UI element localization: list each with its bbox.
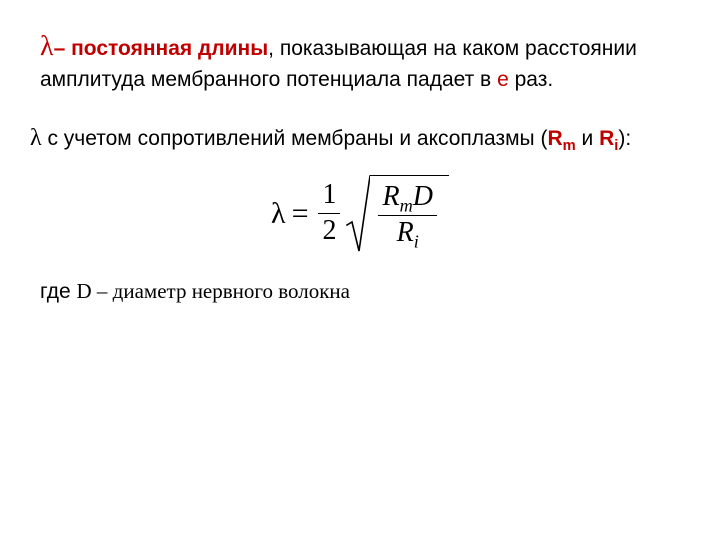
- lambda-symbol-small: λ: [30, 125, 42, 151]
- Rm-symbol: Rm: [547, 127, 575, 150]
- paragraph-where-D: где D – диаметр нервного волокна: [40, 277, 680, 306]
- Ri-symbol: Ri: [599, 127, 618, 150]
- text-resistances: с учетом сопротивлений мембраны и аксопл…: [42, 127, 548, 150]
- close-paren: ):: [618, 127, 631, 150]
- radicand: RmD Ri: [370, 175, 448, 253]
- square-root: RmD Ri: [346, 175, 448, 253]
- where-text: где: [40, 280, 76, 303]
- definition-text-2: раз.: [509, 68, 553, 91]
- D-description: – диаметр нервного волокна: [92, 279, 350, 303]
- Ri-in-formula: R: [397, 217, 414, 248]
- fraction-bar: [318, 213, 340, 214]
- equals-sign: =: [292, 197, 309, 231]
- half-denominator: 2: [318, 216, 340, 247]
- formula-container: λ = 1 2 RmD: [40, 175, 680, 253]
- and-text: и: [576, 127, 599, 150]
- dash: –: [54, 37, 72, 60]
- Ri-letter: R: [599, 127, 614, 150]
- half-numerator: 1: [318, 180, 340, 211]
- Ri-sub-in-formula: i: [414, 231, 419, 251]
- paragraph-length-constant: λ– постоянная длины, показывающая на как…: [40, 28, 680, 94]
- Rm-letter: R: [547, 127, 562, 150]
- D-symbol: D: [76, 279, 91, 303]
- fraction-numerator: RmD: [378, 182, 436, 213]
- slide: λ– постоянная длины, показывающая на как…: [0, 0, 720, 326]
- Rm-sub-in-formula: m: [400, 195, 413, 215]
- Rm-in-formula: R: [382, 181, 399, 212]
- paragraph-lambda-resistances: λ с учетом сопротивлений мембраны и аксо…: [30, 122, 680, 154]
- lambda-symbol: λ: [40, 31, 54, 62]
- D-in-formula: D: [413, 181, 433, 212]
- formula-lambda: λ: [271, 197, 286, 231]
- one-half-fraction: 1 2: [318, 180, 340, 247]
- Rm-subscript: m: [563, 138, 576, 154]
- lambda-formula: λ = 1 2 RmD: [271, 175, 449, 253]
- fraction-denominator: Ri: [393, 218, 423, 249]
- fraction-bar-2: [378, 215, 436, 216]
- radical-sign: [346, 175, 370, 253]
- term-length-constant: постоянная длины: [71, 37, 268, 60]
- rmD-over-ri-fraction: RmD Ri: [378, 182, 436, 249]
- e-letter: е: [497, 68, 509, 91]
